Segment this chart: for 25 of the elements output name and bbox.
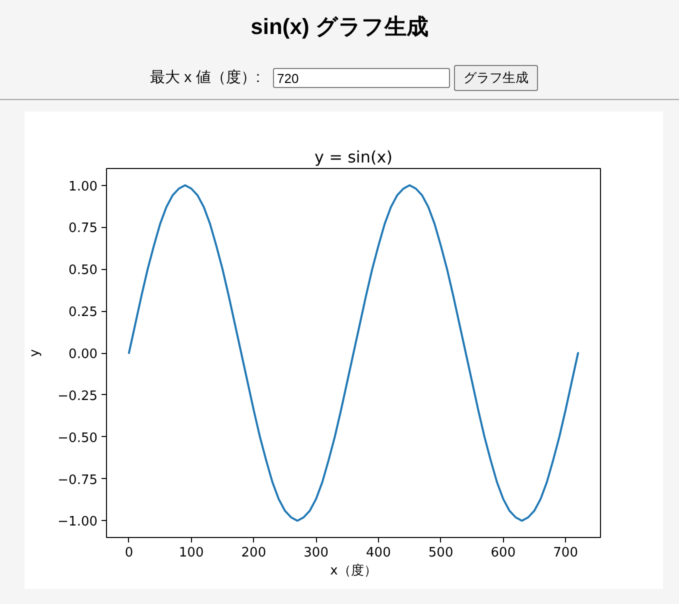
x-tick-label: 200 xyxy=(241,546,266,560)
text: 720 xyxy=(273,68,450,88)
x-tick-label: 700 xyxy=(553,546,578,560)
y-tick-label: −0.75 xyxy=(58,472,98,488)
y-tick-label: 0.75 xyxy=(68,221,98,236)
x-axis-title: x（度） xyxy=(330,562,377,578)
y-tick-label: 0.00 xyxy=(68,347,98,362)
y-tick-label: 0.25 xyxy=(68,305,98,320)
y-tick-label: 0.50 xyxy=(68,263,98,278)
text: 最大 x 値（度）: xyxy=(150,68,260,88)
y-axis-title: y xyxy=(28,348,43,357)
text: グラフ生成 xyxy=(454,65,538,91)
line-series xyxy=(128,184,580,522)
x-tick-label: 500 xyxy=(428,546,454,560)
y-tick-label: 1.00 xyxy=(68,179,98,194)
y-tick-label: −0.25 xyxy=(58,388,98,404)
x-tick-label: 400 xyxy=(366,546,391,560)
chart-subtitle: y = sin(x) xyxy=(314,148,392,166)
y-tick-label: −1.00 xyxy=(58,514,98,530)
x-tick-label: 100 xyxy=(178,546,204,560)
x-tick-label: 300 xyxy=(304,546,328,560)
x-tick-label: 600 xyxy=(490,546,516,560)
y-tick-label: −0.50 xyxy=(58,430,98,446)
chart-title: sin(x) グラフ生成 xyxy=(250,13,430,41)
x-tick-label: 0 xyxy=(124,546,134,560)
